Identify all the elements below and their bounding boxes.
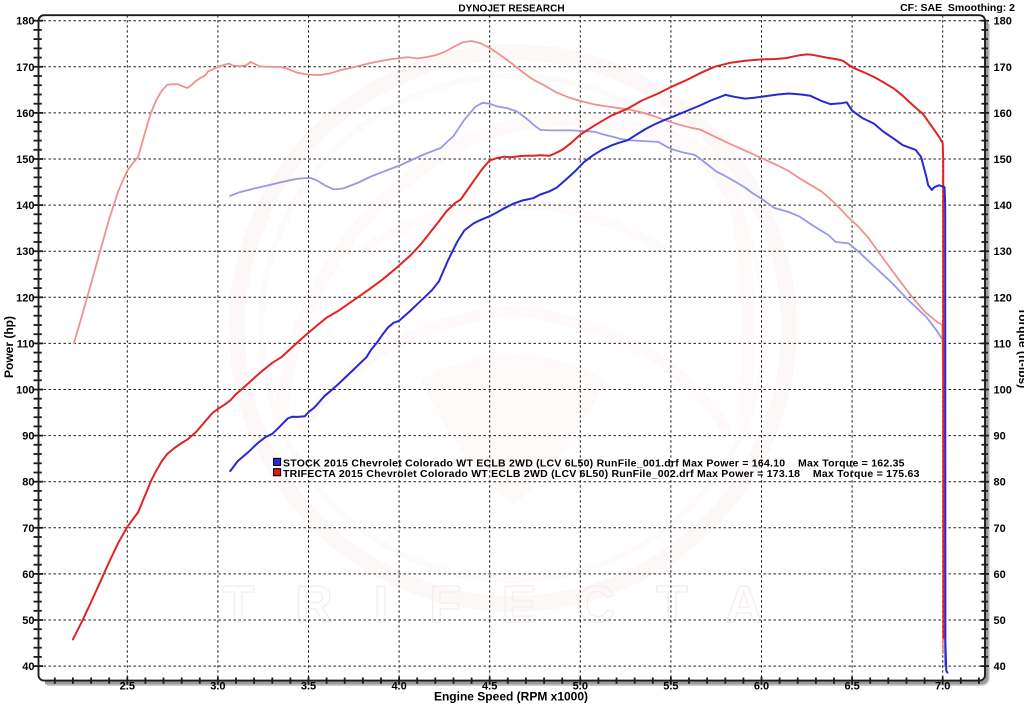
- svg-text:80: 80: [22, 477, 34, 489]
- svg-text:60: 60: [22, 569, 34, 581]
- svg-text:6.0: 6.0: [754, 681, 769, 693]
- svg-text:DYNOJET RESEARCH: DYNOJET RESEARCH: [458, 3, 564, 14]
- svg-text:TRIFECTA: TRIFECTA: [222, 576, 803, 634]
- svg-text:7.0: 7.0: [935, 681, 950, 693]
- svg-text:2.5: 2.5: [120, 681, 135, 693]
- svg-text:160: 160: [16, 108, 34, 120]
- svg-text:70: 70: [22, 523, 34, 535]
- svg-text:3.5: 3.5: [301, 681, 316, 693]
- svg-text:120: 120: [16, 292, 34, 304]
- svg-text:40: 40: [22, 661, 34, 673]
- svg-text:4.0: 4.0: [391, 681, 406, 693]
- svg-text:CF: SAE Smoothing: 2: CF: SAE Smoothing: 2: [900, 2, 1015, 14]
- svg-text:3.0: 3.0: [210, 681, 225, 693]
- svg-text:130: 130: [994, 246, 1012, 258]
- svg-text:Torque (ft-lbs): Torque (ft-lbs): [1016, 308, 1024, 388]
- svg-text:80: 80: [994, 477, 1006, 489]
- svg-text:100: 100: [16, 385, 34, 397]
- svg-text:110: 110: [994, 338, 1012, 350]
- svg-text:50: 50: [994, 615, 1006, 627]
- svg-text:180: 180: [16, 16, 34, 28]
- svg-text:TRIFECTA 2015 Chevrolet Colora: TRIFECTA 2015 Chevrolet Colorado WT ECLB…: [283, 468, 920, 480]
- svg-text:50: 50: [22, 615, 34, 627]
- svg-text:Engine Speed (RPM x1000): Engine Speed (RPM x1000): [434, 690, 588, 704]
- svg-text:110: 110: [17, 338, 35, 350]
- svg-text:140: 140: [16, 200, 34, 212]
- svg-text:120: 120: [994, 292, 1012, 304]
- svg-text:90: 90: [994, 431, 1006, 443]
- svg-text:60: 60: [994, 569, 1006, 581]
- svg-text:40: 40: [994, 661, 1006, 673]
- svg-text:70: 70: [994, 523, 1006, 535]
- svg-text:150: 150: [16, 154, 34, 166]
- svg-text:4.5: 4.5: [482, 681, 497, 693]
- svg-text:90: 90: [22, 431, 34, 443]
- svg-text:140: 140: [994, 200, 1012, 212]
- svg-text:170: 170: [16, 62, 34, 74]
- svg-text:6.5: 6.5: [844, 681, 859, 693]
- svg-text:5.0: 5.0: [573, 681, 588, 693]
- svg-text:5.5: 5.5: [663, 681, 678, 693]
- svg-text:STOCK 2015 Chevrolet Colorado: STOCK 2015 Chevrolet Colorado WT ECLB 2W…: [283, 458, 905, 470]
- svg-text:180: 180: [994, 16, 1012, 28]
- svg-text:Power (hp): Power (hp): [2, 316, 16, 378]
- svg-text:100: 100: [994, 385, 1012, 397]
- svg-text:150: 150: [994, 154, 1012, 166]
- svg-text:160: 160: [994, 108, 1012, 120]
- svg-text:130: 130: [16, 246, 34, 258]
- svg-text:170: 170: [994, 62, 1012, 74]
